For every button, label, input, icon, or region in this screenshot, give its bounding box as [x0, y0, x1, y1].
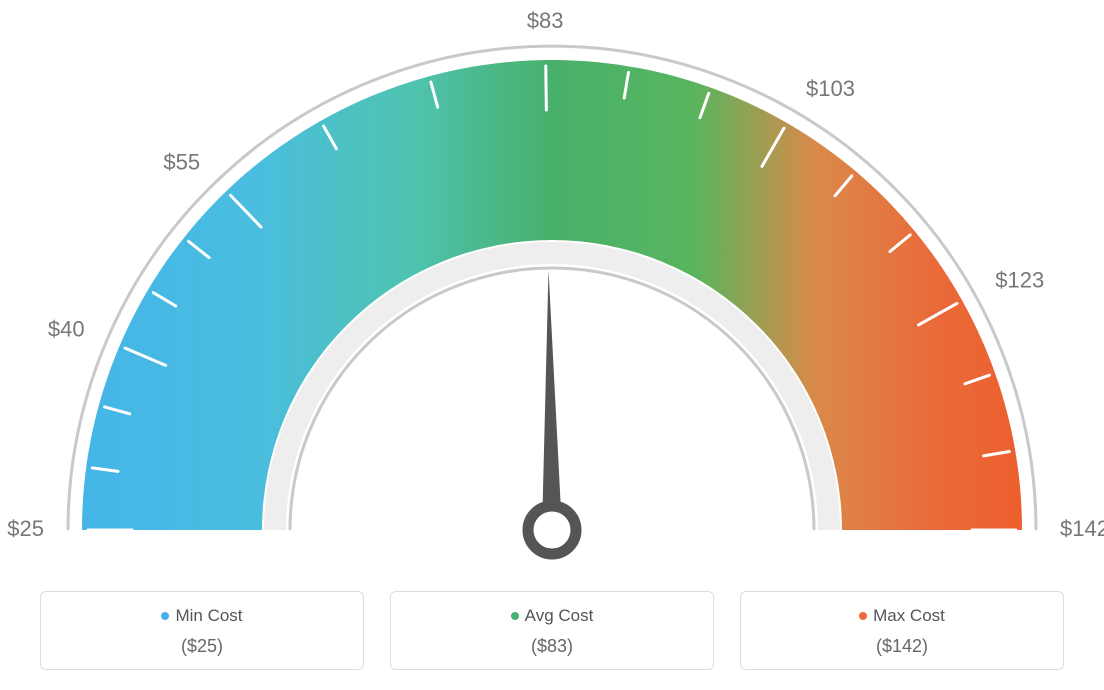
legend-value: ($142) [751, 636, 1053, 657]
legend-card: Min Cost ($25) [40, 591, 364, 670]
legend-title-text: Max Cost [873, 606, 945, 625]
legend-title-text: Min Cost [175, 606, 242, 625]
svg-text:$55: $55 [163, 149, 200, 174]
legend-title: Min Cost [51, 606, 353, 626]
svg-text:$83: $83 [527, 8, 564, 33]
svg-text:$142: $142 [1060, 516, 1104, 541]
svg-text:$40: $40 [48, 317, 85, 342]
legend-card: Max Cost ($142) [740, 591, 1064, 670]
legend-title-text: Avg Cost [525, 606, 594, 625]
legend-card: Avg Cost ($83) [390, 591, 714, 670]
legend-value: ($83) [401, 636, 703, 657]
svg-text:$123: $123 [995, 268, 1044, 293]
legend-dot-icon [859, 612, 867, 620]
legend-title: Max Cost [751, 606, 1053, 626]
cost-gauge-chart: $25 $40 $55 $83 $103 $123 $142 [0, 0, 1104, 570]
svg-text:$25: $25 [7, 516, 44, 541]
legend-dot-icon [511, 612, 519, 620]
legend-title: Avg Cost [401, 606, 703, 626]
legend-row: Min Cost ($25) Avg Cost ($83) Max Cost ($142) [40, 591, 1064, 670]
svg-text:$103: $103 [806, 76, 855, 101]
legend-dot-icon [161, 612, 169, 620]
legend-value: ($25) [51, 636, 353, 657]
gauge-svg: $25 $40 $55 $83 $103 $123 $142 [0, 0, 1104, 570]
